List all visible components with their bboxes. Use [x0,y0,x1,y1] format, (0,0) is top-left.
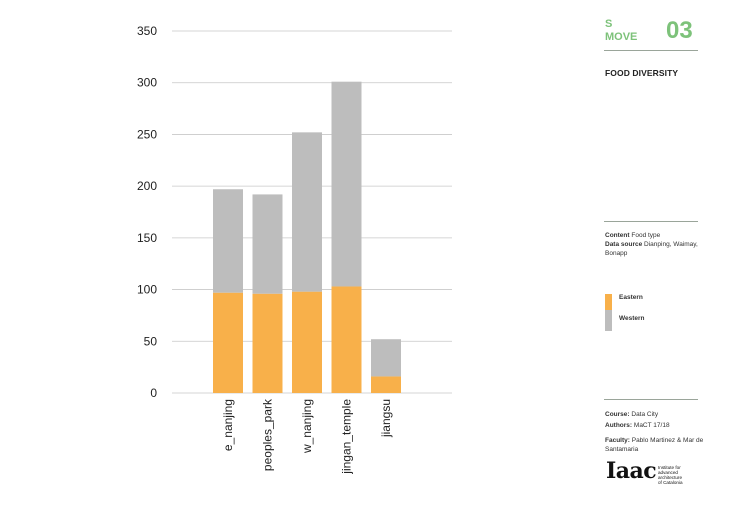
legend-label-western: Western [619,315,645,322]
course-value: Data City [631,411,659,418]
credits-rule [604,399,698,400]
content-info: Content Food type [605,232,705,241]
legend-swatch-western [605,310,612,331]
faculty-label: Faculty: [605,437,630,444]
faculty-info: Faculty: Pablo Martinez & Mar de Santama… [605,436,705,454]
x-tick-label: w_nanjing [300,399,314,454]
iaac-logo-text: Institute for advanced architecture of C… [658,465,708,485]
source-value: Dianping, Waimay, Bonapp [605,241,698,257]
faculty-value: Pablo Martinez & Mar de Santamaria [605,437,704,453]
bar-eastern [292,291,322,393]
bar-eastern [213,292,243,393]
y-tick-label: 50 [144,334,158,348]
x-tick-label: jiangsu [379,399,393,438]
info-rule [604,221,698,222]
logo-text-line: of Catalonia [658,480,683,485]
page-title: FOOD DIVERSITY [605,68,679,78]
logo-text-line: architecture [658,475,683,480]
iaac-logo: Iaac [606,458,657,484]
bar-western [213,189,243,293]
authors-info: Authors: MaCT 17/18 [605,421,705,430]
authors-label: Authors: [605,422,633,429]
bar-western [292,132,322,292]
y-tick-label: 100 [137,283,157,297]
bar-eastern [331,286,362,393]
x-tick-label: peoples_park [261,398,275,471]
legend-swatch-eastern [605,294,612,310]
course-label: Course: [605,411,630,418]
y-tick-label: 350 [137,24,157,38]
x-tick-label: e_nanjing [221,399,235,451]
y-tick-label: 250 [137,127,157,141]
bar-western [331,81,362,287]
project-code-line2: MOVE [605,31,638,43]
y-tick-label: 200 [137,179,157,193]
source-label: Data source [605,241,643,248]
y-tick-label: 300 [137,76,157,90]
bar-eastern [371,376,401,393]
x-tick-label: jingan_temple [340,399,354,475]
legend-label-eastern: Eastern [619,294,643,301]
project-code-line1: S [605,18,613,30]
content-label: Content [605,232,630,239]
course-info: Course: Data City [605,410,705,419]
sheet-number: 03 [666,17,693,44]
authors-value: MaCT 17/18 [633,422,670,429]
content-value: Food type [631,232,661,239]
bar-western [371,339,401,377]
bar-eastern [252,293,283,393]
source-info: Data source Dianping, Waimay, Bonapp [605,241,705,258]
logo-text-line: advanced [658,470,678,475]
bar-western [252,194,283,294]
y-tick-label: 150 [137,231,157,245]
header-rule [604,50,698,51]
y-tick-label: 0 [150,386,157,400]
logo-text-line: Institute for [658,465,681,470]
